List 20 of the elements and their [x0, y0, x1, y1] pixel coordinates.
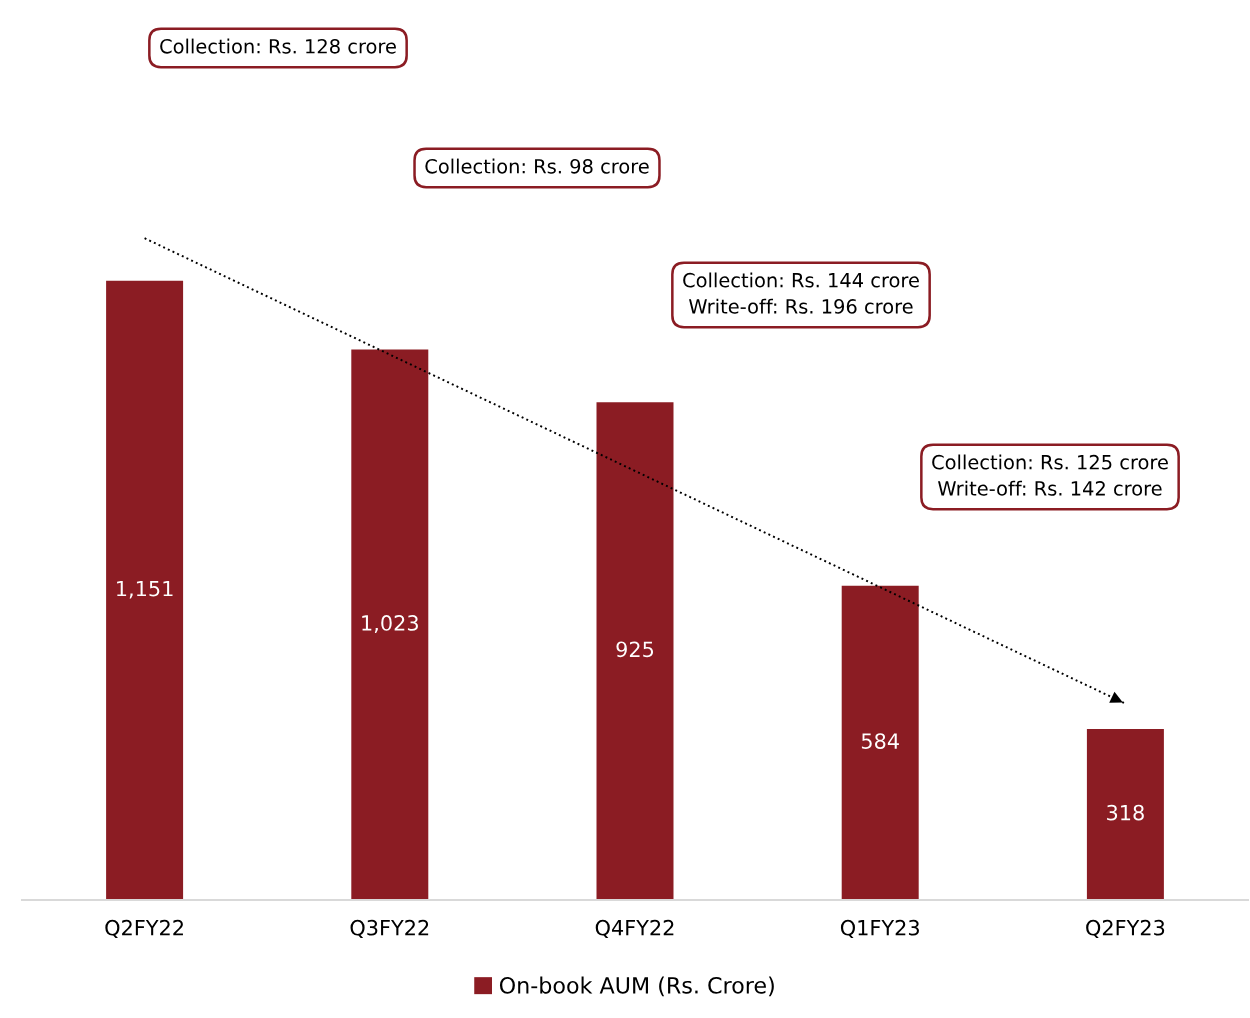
x-tick-label: Q3FY22 — [350, 919, 429, 938]
annotation: Collection: Rs. 125 crore Write-off: Rs. 142 crore — [932, 454, 1168, 496]
bar — [351, 349, 429, 900]
data-label: 925 — [616, 641, 654, 658]
x-tick-label: Q2FY23 — [1086, 919, 1165, 938]
x-tick-label: Q2FY22 — [105, 919, 183, 938]
data-label: 1,023 — [362, 615, 418, 633]
data-label: 584 — [861, 733, 899, 749]
bar — [106, 280, 184, 900]
annotation: Collection: Rs. 144 crore Write-off: Rs. 196 crore — [683, 272, 919, 314]
data-label: 318 — [1107, 804, 1144, 821]
text: Collection: Rs. 98 crore — [425, 158, 649, 174]
bar — [1086, 728, 1164, 900]
x-tick-label: Q1FY23 — [840, 919, 919, 938]
legend-label: On-book AUM (Rs. Crore) — [499, 976, 774, 997]
x-tick-label: Q4FY22 — [595, 919, 674, 938]
bar — [596, 402, 674, 900]
bar — [841, 585, 919, 900]
data-label: 1,151 — [117, 580, 173, 599]
text: Collection: Rs. 128 crore — [160, 38, 396, 54]
